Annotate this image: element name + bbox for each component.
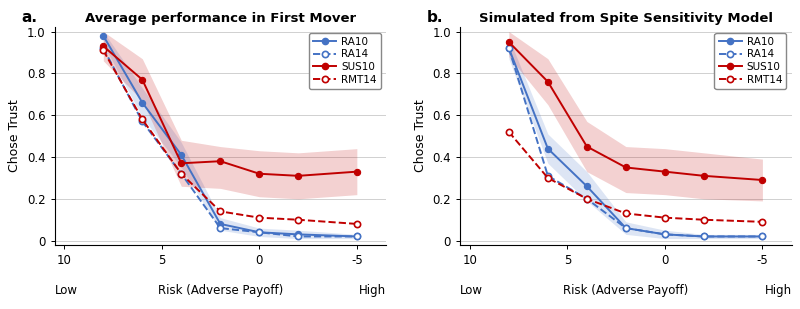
SUS10 xyxy=(352,170,362,174)
Line: SUS10: SUS10 xyxy=(506,39,766,183)
SUS10 xyxy=(582,145,592,148)
RA10 xyxy=(699,235,709,238)
RMT14 xyxy=(504,130,514,134)
RA14 xyxy=(758,235,767,238)
Y-axis label: Chose Trust: Chose Trust xyxy=(414,100,427,172)
Text: a.: a. xyxy=(22,10,38,25)
Text: Low: Low xyxy=(54,284,78,297)
Text: b.: b. xyxy=(427,10,443,25)
RA14 xyxy=(138,120,147,123)
SUS10 xyxy=(294,174,303,178)
Legend: RA10, RA14, SUS10, RMT14: RA10, RA14, SUS10, RMT14 xyxy=(714,32,786,89)
RMT14 xyxy=(543,176,553,180)
RMT14 xyxy=(758,220,767,224)
SUS10 xyxy=(621,166,630,169)
RMT14 xyxy=(215,210,225,213)
RA10 xyxy=(543,147,553,150)
RA10 xyxy=(758,235,767,238)
RA10 xyxy=(177,153,186,157)
SUS10 xyxy=(660,170,670,174)
Line: RMT14: RMT14 xyxy=(100,47,360,227)
Line: RA14: RA14 xyxy=(100,45,360,239)
Text: Risk (Adverse Payoff): Risk (Adverse Payoff) xyxy=(158,284,283,297)
RA14 xyxy=(543,174,553,178)
SUS10 xyxy=(215,159,225,163)
RMT14 xyxy=(294,218,303,222)
RA10 xyxy=(254,231,264,234)
SUS10 xyxy=(699,174,709,178)
RA10 xyxy=(504,46,514,50)
SUS10 xyxy=(758,178,767,182)
Text: High: High xyxy=(359,284,386,297)
RA10 xyxy=(352,235,362,238)
RMT14 xyxy=(98,49,108,52)
RA10 xyxy=(582,184,592,188)
Legend: RA10, RA14, SUS10, RMT14: RA10, RA14, SUS10, RMT14 xyxy=(309,32,381,89)
RA14 xyxy=(504,46,514,50)
SUS10 xyxy=(98,44,108,48)
RMT14 xyxy=(621,212,630,215)
RA14 xyxy=(582,197,592,201)
RA10 xyxy=(215,222,225,226)
SUS10 xyxy=(504,40,514,44)
RMT14 xyxy=(699,218,709,222)
Y-axis label: Chose Trust: Chose Trust xyxy=(8,100,22,172)
RA14 xyxy=(177,172,186,176)
RA10 xyxy=(294,233,303,236)
RA14 xyxy=(621,226,630,230)
RMT14 xyxy=(352,222,362,226)
RA10 xyxy=(138,101,147,104)
Line: RA10: RA10 xyxy=(506,45,766,239)
RMT14 xyxy=(660,216,670,219)
RA14 xyxy=(98,46,108,50)
SUS10 xyxy=(138,78,147,82)
Line: RA14: RA14 xyxy=(506,45,766,239)
RA10 xyxy=(621,226,630,230)
SUS10 xyxy=(177,161,186,165)
Title: Average performance in First Mover: Average performance in First Mover xyxy=(85,12,356,25)
RMT14 xyxy=(254,216,264,219)
RMT14 xyxy=(177,172,186,176)
RA14 xyxy=(352,235,362,238)
RA10 xyxy=(660,233,670,236)
Line: RMT14: RMT14 xyxy=(506,129,766,225)
SUS10 xyxy=(543,80,553,84)
Text: Risk (Adverse Payoff): Risk (Adverse Payoff) xyxy=(563,284,689,297)
RA10 xyxy=(98,34,108,38)
Text: Low: Low xyxy=(460,284,483,297)
Title: Simulated from Spite Sensitivity Model: Simulated from Spite Sensitivity Model xyxy=(479,12,773,25)
SUS10 xyxy=(254,172,264,176)
RMT14 xyxy=(138,117,147,121)
Line: SUS10: SUS10 xyxy=(100,43,360,179)
RA14 xyxy=(254,231,264,234)
Text: High: High xyxy=(765,284,792,297)
RA14 xyxy=(660,233,670,236)
RA14 xyxy=(215,226,225,230)
RA14 xyxy=(294,235,303,238)
Line: RA10: RA10 xyxy=(100,33,360,239)
RA14 xyxy=(699,235,709,238)
RMT14 xyxy=(582,197,592,201)
